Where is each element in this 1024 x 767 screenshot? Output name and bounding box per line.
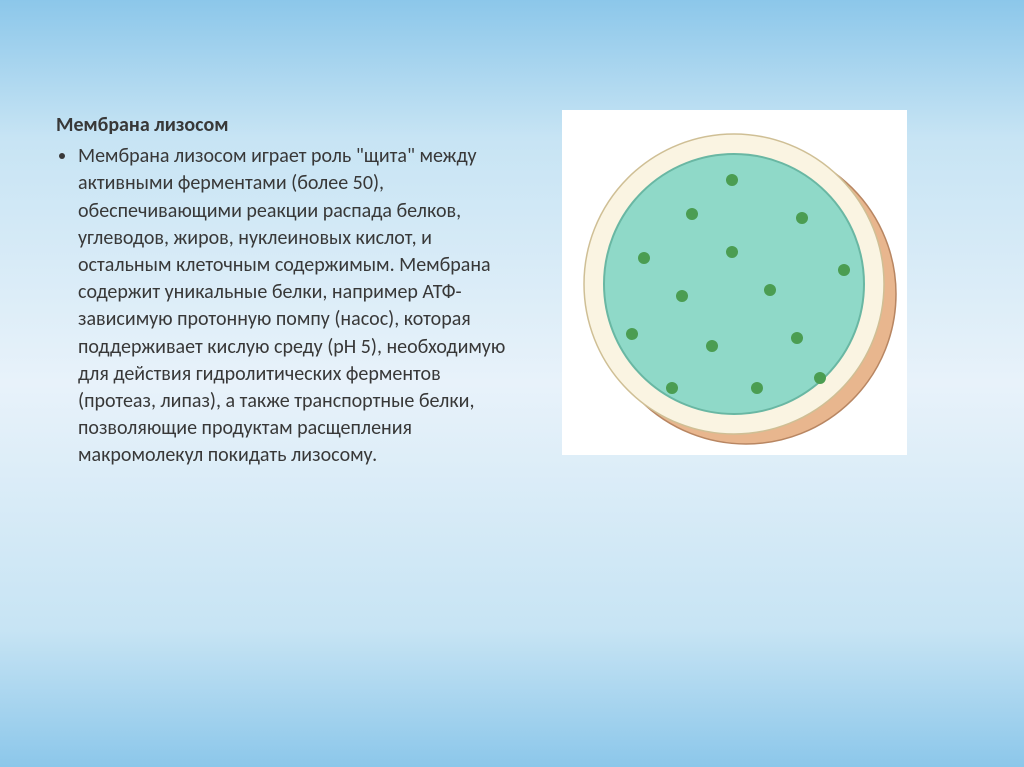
bullet-list: Мембрана лизосом играет роль "щита" межд… — [56, 143, 516, 469]
lysosome-diagram — [562, 110, 907, 455]
title: Мембрана лизосом — [56, 112, 516, 139]
text-content: Мембрана лизосом Мембрана лизосом играет… — [56, 112, 516, 469]
diagram-svg — [562, 110, 907, 455]
bullet-item: Мембрана лизосом играет роль "щита" межд… — [78, 143, 516, 469]
